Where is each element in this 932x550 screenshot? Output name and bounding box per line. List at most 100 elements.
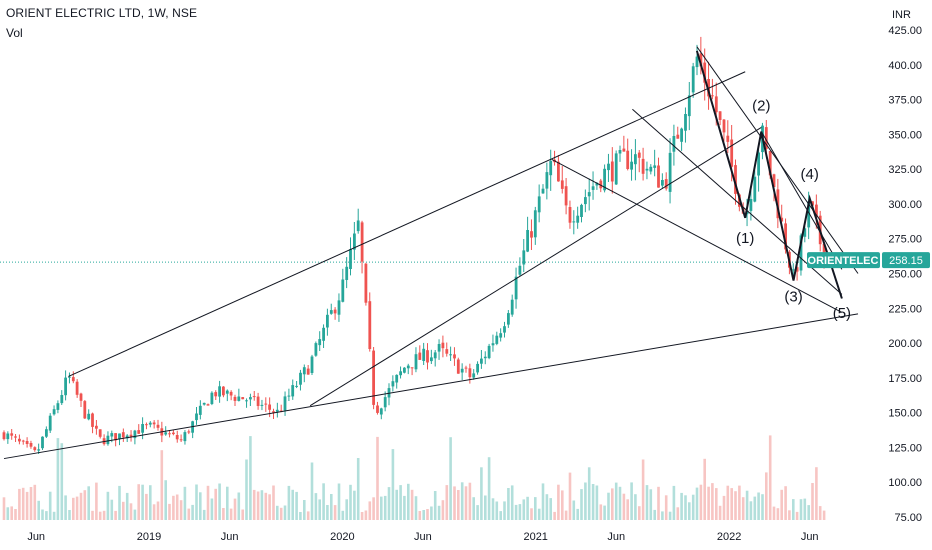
candle-body: [214, 392, 218, 397]
volume-bar: [10, 506, 13, 520]
volume-bar: [545, 494, 549, 520]
candle-body: [291, 385, 295, 397]
volume-bar: [691, 494, 695, 520]
volume-bar: [568, 472, 572, 520]
candle-body: [268, 404, 271, 410]
candle-body: [168, 433, 171, 435]
x-tick-label: 2022: [717, 531, 741, 543]
volume-bar: [287, 485, 291, 520]
volume-bar: [645, 485, 649, 520]
volume-bar: [326, 505, 329, 520]
volume-bar: [476, 505, 479, 520]
volume-bar: [468, 482, 472, 520]
wave-label: (2): [752, 98, 770, 115]
candle-body: [757, 152, 760, 176]
volume-bar: [37, 500, 40, 520]
volume-bar: [703, 458, 706, 520]
candle-body: [52, 409, 56, 415]
candle-body: [433, 352, 437, 359]
candle-body: [222, 386, 225, 396]
candle-body: [125, 435, 129, 439]
volume-bar: [460, 482, 464, 520]
volume-bar: [237, 492, 241, 520]
candle-body: [626, 150, 630, 169]
volume-bar: [607, 492, 610, 520]
volume-bar: [491, 498, 495, 520]
x-tick-label: 2020: [330, 531, 354, 543]
candle-body: [815, 204, 818, 218]
volume-bar: [122, 501, 125, 520]
candle-body: [530, 231, 533, 238]
y-tick-label: 125.00: [888, 442, 922, 454]
volume-bar: [576, 508, 579, 520]
volume-bar: [48, 491, 52, 520]
volume-bar: [21, 487, 25, 520]
volume-bar: [626, 499, 629, 520]
volume-bar: [391, 449, 395, 520]
symbol-tag-bg: [807, 252, 880, 269]
wave-label: (1): [736, 230, 754, 247]
volume-bar: [641, 459, 645, 520]
volume-bar: [299, 512, 302, 520]
candle-body: [472, 373, 476, 378]
trendline: [551, 158, 843, 313]
volume-bar: [657, 486, 660, 520]
candle-body: [372, 350, 375, 405]
volume-bar: [314, 493, 318, 520]
candle-body: [691, 66, 695, 93]
volume-bar: [383, 495, 387, 520]
volume-bar: [118, 485, 121, 520]
candle-body: [734, 165, 737, 194]
candle-body: [483, 356, 487, 359]
y-tick-label: 75.00: [894, 512, 922, 524]
candle-body: [114, 433, 117, 441]
candle-body: [25, 441, 29, 444]
volume-bar: [815, 467, 818, 520]
candle-body: [587, 192, 591, 197]
volume-label: Vol: [6, 26, 23, 40]
volume-bar: [372, 497, 375, 520]
candle-body: [618, 150, 622, 154]
candle-body: [599, 180, 603, 189]
volume-bar: [811, 483, 814, 520]
volume-bar: [356, 458, 360, 520]
volume-bar: [407, 483, 410, 520]
volume-bar: [403, 495, 406, 520]
candle-body: [322, 327, 325, 341]
volume-bar: [433, 491, 437, 520]
volume-bar: [368, 501, 372, 520]
candle-body: [464, 367, 468, 369]
volume-bar: [233, 498, 237, 520]
trendline: [3, 313, 859, 460]
candle-body: [603, 168, 606, 191]
volume-bar: [133, 509, 137, 520]
volume-bar: [534, 497, 537, 520]
volume-bar: [33, 484, 37, 520]
candle-body: [179, 439, 183, 441]
volume-bar: [214, 488, 217, 520]
candle-body: [661, 180, 664, 186]
candle-body: [264, 403, 268, 405]
candle-body: [634, 154, 637, 165]
volume-bar: [183, 486, 187, 520]
volume-bar: [172, 495, 175, 520]
candle-body: [60, 395, 64, 404]
volume-bar: [526, 496, 529, 520]
candle-body: [187, 431, 191, 433]
volume-bar: [557, 484, 560, 520]
currency-label: INR: [892, 9, 911, 21]
candle-body: [614, 153, 618, 185]
candle-body: [541, 188, 545, 194]
candle-body: [314, 343, 318, 356]
volume-bar: [803, 498, 807, 520]
candle-body: [695, 56, 699, 68]
candle-body: [345, 266, 349, 280]
volume-bar: [64, 495, 67, 520]
volume-bar: [56, 438, 60, 520]
volume-bar: [715, 488, 718, 520]
volume-bar: [414, 496, 418, 520]
volume-bar: [218, 483, 221, 520]
volume-bar: [353, 490, 356, 520]
volume-bar: [522, 499, 526, 520]
